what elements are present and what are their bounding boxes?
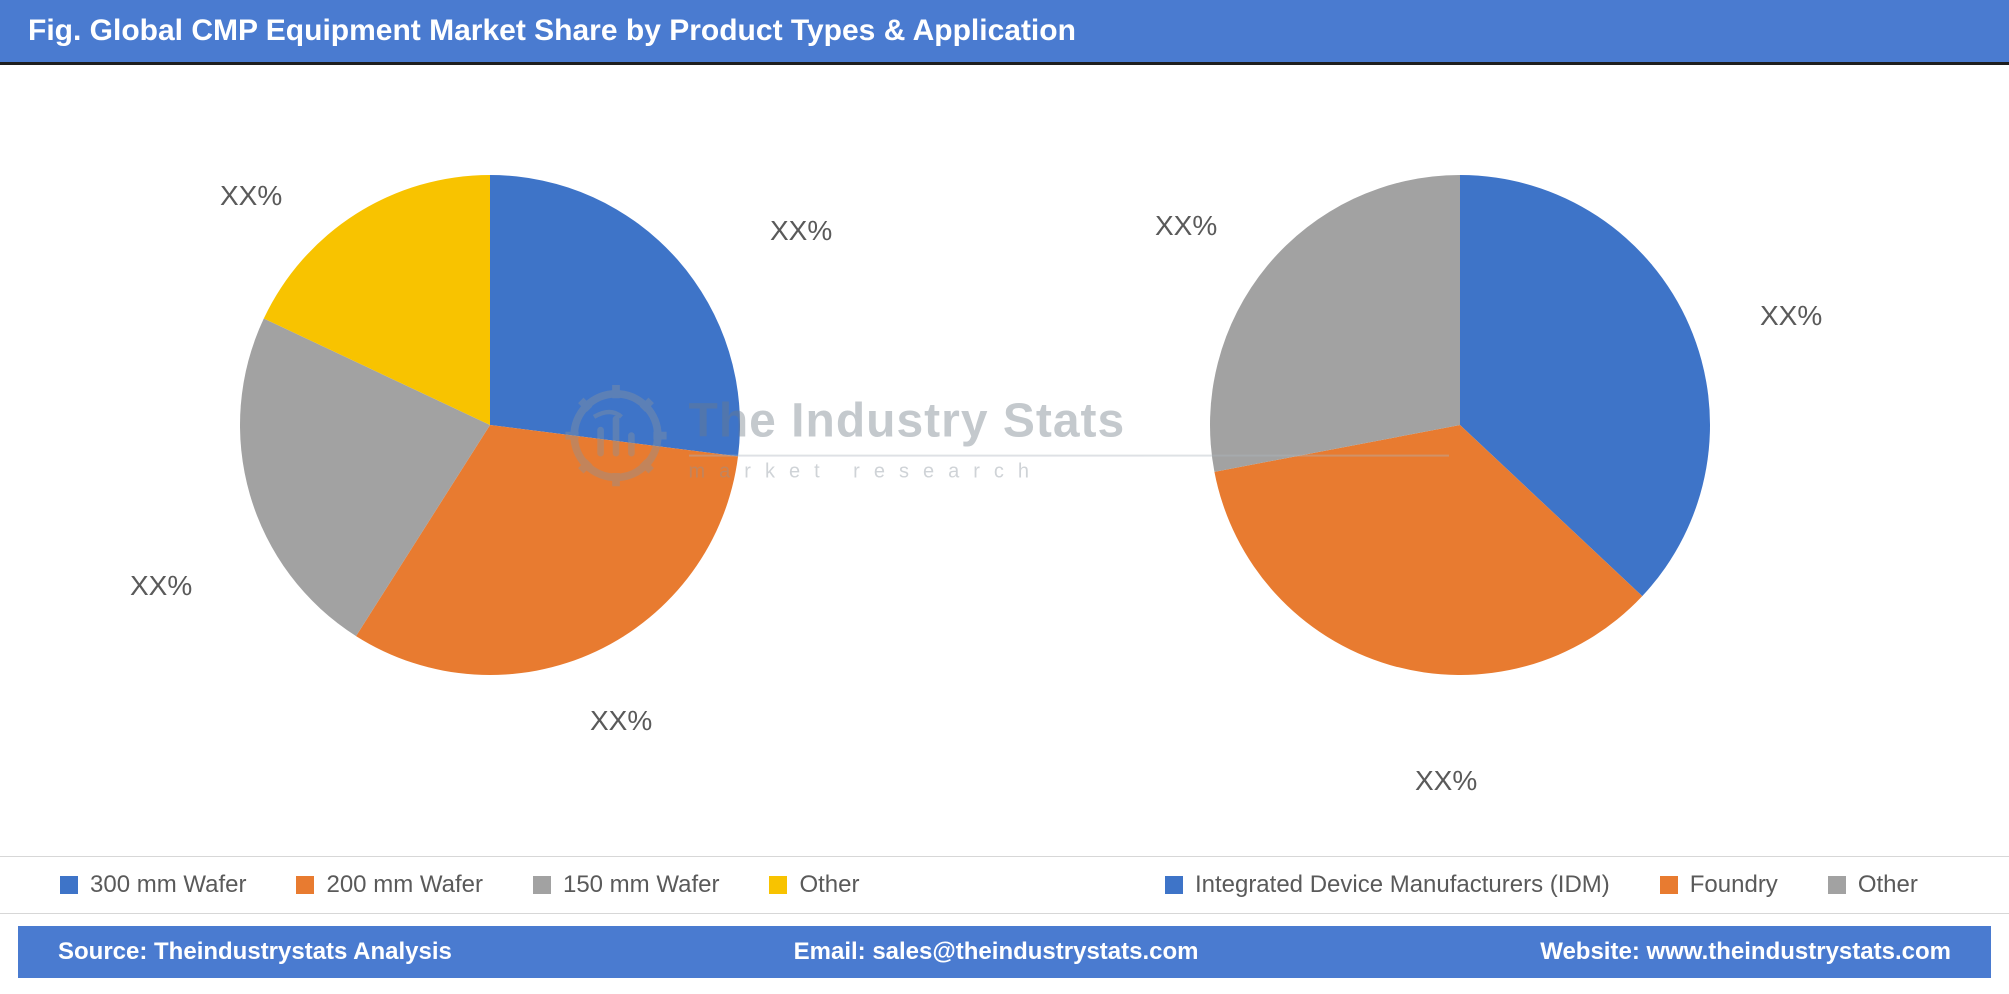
- legend-label: Other: [1858, 871, 1918, 899]
- pie-slice: [490, 175, 740, 456]
- pie-chart-product-types: [240, 175, 740, 675]
- pie-svg-right: [1210, 175, 1710, 675]
- footer-email: Email: sales@theindustrystats.com: [794, 938, 1199, 966]
- pie-data-label: XX%: [1760, 300, 1822, 332]
- footer-bar: Source: Theindustrystats Analysis Email:…: [18, 926, 1991, 978]
- pie-data-label: XX%: [220, 180, 282, 212]
- legend-swatch: [1660, 876, 1678, 894]
- legend-label: 150 mm Wafer: [563, 871, 719, 899]
- footer-source: Source: Theindustrystats Analysis: [58, 938, 452, 966]
- legend-label: 200 mm Wafer: [326, 871, 482, 899]
- chart-area: The Industry Stats market research XX%XX…: [0, 65, 2009, 825]
- legend-item: Other: [1828, 871, 1918, 899]
- pie-svg-left: [240, 175, 740, 675]
- legend-swatch: [296, 876, 314, 894]
- legend-swatch: [1165, 876, 1183, 894]
- legend-label: 300 mm Wafer: [90, 871, 246, 899]
- legend-label: Other: [799, 871, 859, 899]
- legend-item: Integrated Device Manufacturers (IDM): [1165, 871, 1610, 899]
- pie-data-label: XX%: [130, 570, 192, 602]
- pie-slice: [1210, 175, 1460, 472]
- legend-swatch: [1828, 876, 1846, 894]
- legend-item: 200 mm Wafer: [296, 871, 482, 899]
- legend-swatch: [769, 876, 787, 894]
- legend-swatch: [533, 876, 551, 894]
- legend-label: Integrated Device Manufacturers (IDM): [1195, 871, 1610, 899]
- legend-label: Foundry: [1690, 871, 1778, 899]
- legend-row: 300 mm Wafer 200 mm Wafer 150 mm Wafer Othe…: [0, 856, 2009, 914]
- legend-swatch: [60, 876, 78, 894]
- legend-item: 300 mm Wafer: [60, 871, 246, 899]
- legend-application: Integrated Device Manufacturers (IDM) Fou…: [1105, 857, 2009, 913]
- legend-item: Foundry: [1660, 871, 1778, 899]
- footer-website: Website: www.theindustrystats.com: [1540, 938, 1951, 966]
- figure-title-bar: Fig. Global CMP Equipment Market Share b…: [0, 0, 2009, 65]
- pie-chart-application: [1210, 175, 1710, 675]
- pie-data-label: XX%: [590, 705, 652, 737]
- legend-product-types: 300 mm Wafer 200 mm Wafer 150 mm Wafer Othe…: [0, 857, 1105, 913]
- figure-title: Fig. Global CMP Equipment Market Share b…: [28, 14, 1076, 47]
- pie-data-label: XX%: [1155, 210, 1217, 242]
- pie-data-label: XX%: [770, 215, 832, 247]
- legend-item: 150 mm Wafer: [533, 871, 719, 899]
- legend-item: Other: [769, 871, 859, 899]
- pie-data-label: XX%: [1415, 765, 1477, 797]
